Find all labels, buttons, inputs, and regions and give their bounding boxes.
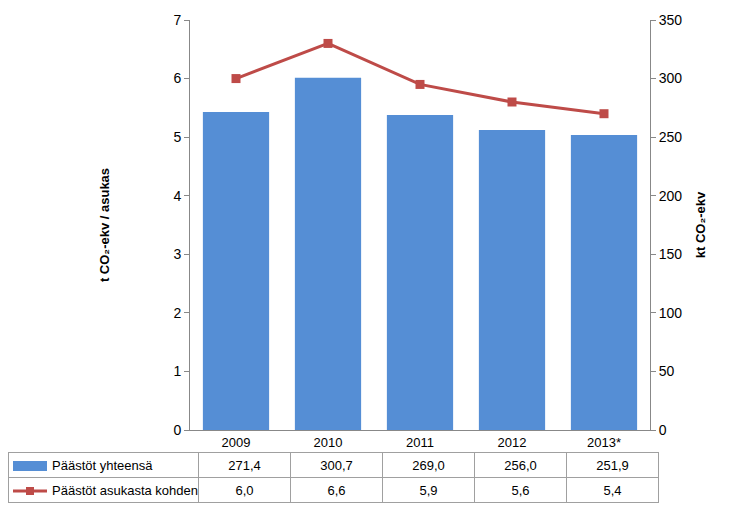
svg-text:150: 150: [659, 246, 683, 262]
svg-text:250: 250: [659, 129, 683, 145]
svg-text:2013*: 2013*: [587, 435, 621, 450]
svg-text:200: 200: [659, 188, 683, 204]
svg-text:100: 100: [659, 305, 683, 321]
svg-text:5: 5: [173, 129, 181, 145]
html-text:5,6: 5,6: [511, 482, 530, 498]
html-text:300,7: 300,7: [320, 457, 353, 473]
svg-text:2: 2: [173, 305, 181, 321]
html-text:6,6: 6,6: [327, 482, 346, 498]
svg-text:kt CO₂-ekv: kt CO₂-ekv: [693, 191, 708, 258]
svg-text:0: 0: [659, 422, 667, 438]
html-text:6,0: 6,0: [235, 482, 254, 498]
svg-text:50: 50: [659, 363, 675, 379]
svg-text:2009: 2009: [222, 435, 251, 450]
html-text:269,0: 269,0: [412, 457, 445, 473]
svg-text:t CO₂-ekv / asukas: t CO₂-ekv / asukas: [97, 168, 112, 282]
svg-text:300: 300: [659, 70, 683, 86]
svg-text:1: 1: [173, 363, 181, 379]
svg-text:4: 4: [173, 188, 181, 204]
html-text:251,9: 251,9: [596, 457, 629, 473]
svg-text:350: 350: [659, 12, 683, 28]
svg-text:2011: 2011: [406, 435, 434, 450]
svg-text:7: 7: [173, 12, 181, 28]
svg-text:6: 6: [173, 70, 181, 86]
html-text:Päästöt yhteensä: Päästöt yhteensä: [52, 457, 153, 473]
html-text:271,4: 271,4: [228, 457, 261, 473]
svg-text:2010: 2010: [314, 435, 343, 450]
svg-text:0: 0: [173, 422, 181, 438]
html-text:5,4: 5,4: [603, 482, 622, 498]
svg-text:3: 3: [173, 246, 181, 262]
html-text:256,0: 256,0: [504, 457, 537, 473]
html-text:Päästöt asukasta kohden: Päästöt asukasta kohden: [52, 482, 198, 498]
svg-text:2012: 2012: [498, 435, 527, 450]
html-text:5,9: 5,9: [419, 482, 438, 498]
